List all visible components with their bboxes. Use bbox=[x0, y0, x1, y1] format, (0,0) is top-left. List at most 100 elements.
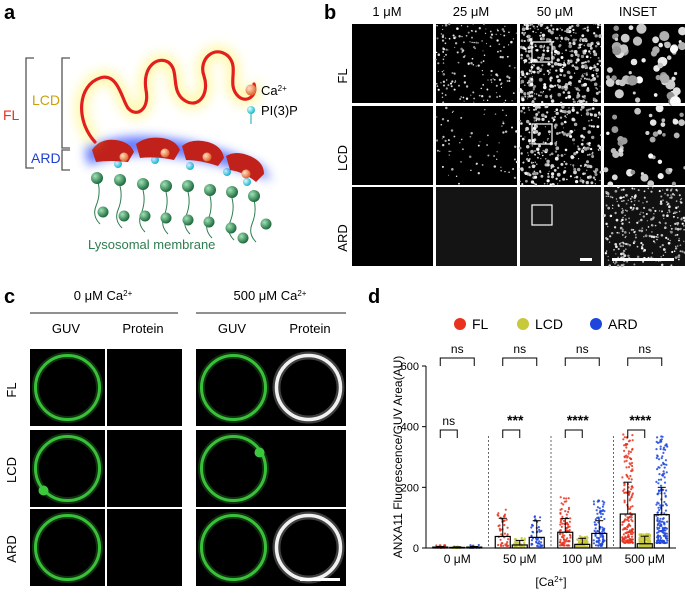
data-point bbox=[664, 532, 667, 535]
condensate-dot bbox=[530, 35, 532, 37]
condensate-dot bbox=[561, 67, 563, 69]
micrograph-tile bbox=[436, 187, 517, 266]
data-point bbox=[623, 484, 626, 487]
condensate-dot bbox=[533, 117, 537, 120]
condensate-dot bbox=[679, 198, 682, 201]
data-point bbox=[657, 534, 660, 537]
condensate-dot bbox=[673, 250, 676, 253]
data-point bbox=[631, 486, 634, 489]
condensate-dot bbox=[526, 54, 530, 58]
condensate-dot bbox=[566, 132, 569, 135]
data-point bbox=[623, 460, 626, 463]
condensate-dot bbox=[534, 175, 538, 179]
condensate-dot bbox=[501, 28, 505, 31]
condensate-dot bbox=[659, 200, 663, 203]
condensate-dot bbox=[636, 245, 639, 248]
data-point bbox=[625, 536, 628, 539]
data-point bbox=[562, 519, 566, 523]
legend-label: ARD bbox=[608, 316, 638, 332]
condensate-dot bbox=[635, 76, 644, 84]
data-point bbox=[656, 516, 659, 520]
c-image-grid bbox=[30, 349, 346, 586]
condensate-dot bbox=[529, 82, 534, 87]
condensate-dot bbox=[468, 155, 472, 159]
condensate-dot bbox=[554, 53, 556, 56]
condensate-dot bbox=[554, 126, 557, 129]
condensate-dot bbox=[584, 163, 587, 167]
data-point bbox=[655, 541, 658, 544]
condensate-dot bbox=[481, 163, 484, 166]
condensate-dot bbox=[546, 111, 549, 114]
condensate-dot bbox=[555, 177, 558, 180]
condensate-dot bbox=[496, 151, 498, 153]
condensate-dot bbox=[650, 190, 653, 193]
condensate-dot bbox=[521, 72, 525, 77]
condensate-dot bbox=[555, 75, 559, 79]
condensate-dot bbox=[590, 119, 593, 121]
condensate-dot bbox=[528, 61, 531, 64]
data-point bbox=[655, 539, 659, 542]
condensate-dot bbox=[566, 178, 568, 181]
condensate-dot bbox=[632, 228, 635, 231]
condensate-dot bbox=[611, 126, 619, 134]
condensate-dot bbox=[606, 75, 610, 80]
condensate-dot bbox=[535, 113, 539, 116]
condensate-dot bbox=[544, 104, 549, 109]
condensate-dot bbox=[475, 65, 477, 67]
condensate-dot bbox=[520, 109, 523, 113]
condensate-dot bbox=[543, 45, 546, 48]
condensate-dot bbox=[474, 30, 477, 33]
condensate-dot bbox=[574, 176, 576, 179]
condensate-dot bbox=[544, 94, 548, 99]
guv-membrane-ring bbox=[200, 435, 267, 502]
condensate-dot bbox=[578, 43, 582, 47]
condensate-dot bbox=[558, 45, 561, 48]
condensate-dot bbox=[523, 93, 526, 96]
data-point bbox=[630, 478, 633, 481]
c-group-header-1: 0 μM Ca2+ bbox=[74, 288, 133, 303]
data-point bbox=[558, 541, 562, 544]
condensate-dot bbox=[664, 251, 667, 254]
data-point bbox=[568, 525, 571, 528]
condensate-dot bbox=[597, 144, 600, 148]
micrograph-tile bbox=[604, 187, 685, 266]
condensate-dot bbox=[658, 42, 663, 48]
condensate-dot bbox=[555, 69, 558, 72]
condensate-dot bbox=[460, 161, 462, 163]
condensate-dot bbox=[664, 226, 667, 229]
data-point bbox=[623, 527, 626, 531]
data-point bbox=[592, 500, 596, 503]
condensate-dot bbox=[554, 110, 556, 113]
condensate-dot bbox=[454, 81, 456, 84]
condensate-dot bbox=[666, 212, 669, 214]
condensate-dot bbox=[495, 33, 497, 36]
condensate-dot bbox=[645, 130, 650, 136]
significance-bracket-inner bbox=[502, 429, 521, 438]
lysosomal-membrane-label: Lysosomal membrane bbox=[88, 237, 215, 252]
condensate-dot bbox=[451, 168, 454, 171]
condensate-dot bbox=[663, 217, 665, 220]
condensate-dot bbox=[577, 158, 580, 160]
condensate-dot bbox=[630, 200, 633, 203]
condensate-dot bbox=[617, 185, 620, 189]
data-point bbox=[567, 497, 570, 500]
data-point bbox=[540, 541, 543, 544]
data-point bbox=[503, 523, 506, 527]
panel-a-label: a bbox=[4, 2, 16, 24]
condensate-dot bbox=[611, 207, 614, 209]
x-tick-label: 0 μM bbox=[444, 552, 471, 566]
condensate-dot bbox=[670, 264, 673, 267]
condensate-dot bbox=[520, 53, 523, 57]
condensate-dot bbox=[587, 60, 590, 63]
c-scale-bar bbox=[300, 578, 340, 581]
condensate-dot bbox=[634, 236, 637, 239]
panel-b-label: b bbox=[324, 2, 336, 24]
data-point bbox=[558, 544, 562, 547]
condensate-dot bbox=[470, 131, 473, 135]
condensate-dot bbox=[586, 169, 588, 171]
condensate-dot bbox=[566, 70, 571, 75]
condensate-dot bbox=[596, 88, 599, 90]
condensate-dot bbox=[502, 120, 504, 122]
data-point bbox=[565, 500, 568, 503]
condensate-dot bbox=[473, 41, 475, 44]
